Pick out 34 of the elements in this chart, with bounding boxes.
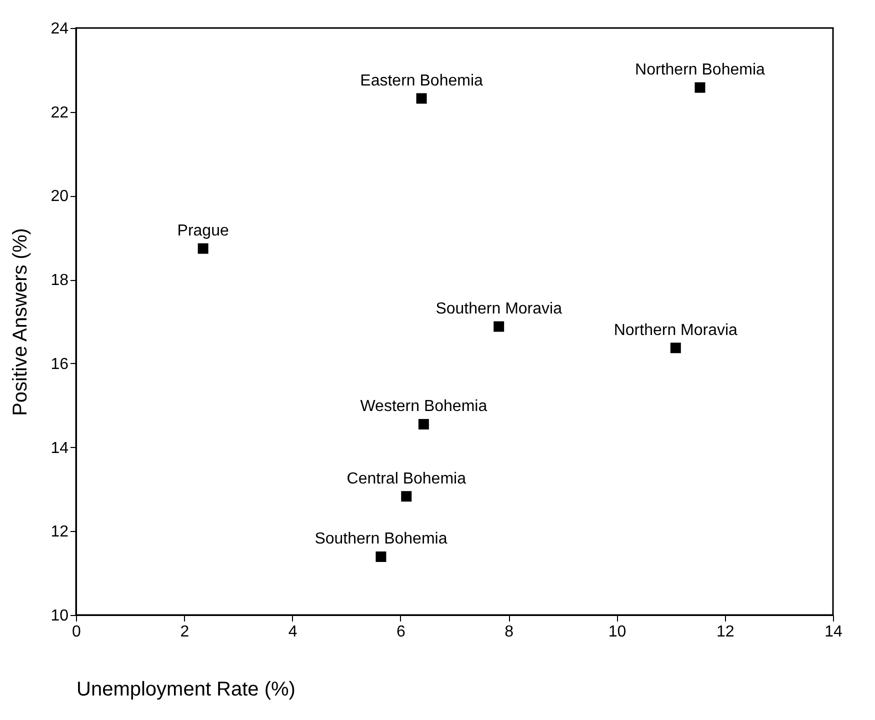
y-tick-label: 18: [50, 272, 69, 290]
series-label: Southern Moravia: [436, 300, 562, 318]
series-label: Northern Moravia: [614, 322, 738, 339]
point: [401, 491, 412, 502]
y-tick-label: 20: [50, 188, 69, 206]
y-tick-label: 22: [50, 104, 69, 122]
series-label: Southern Bohemia: [314, 530, 448, 548]
y-axis-title: Positive Answers (%): [10, 228, 32, 416]
point: [694, 82, 706, 93]
y-tick-label: 24: [50, 20, 69, 38]
y-tick-label: 10: [50, 608, 69, 624]
point: [376, 551, 386, 562]
x-tick-label: 12: [716, 624, 734, 640]
series-label: Northern Bohemia: [635, 62, 766, 79]
point: [494, 321, 504, 332]
series-label: Western Bohemia: [360, 398, 488, 416]
x-tick-label: 2: [180, 624, 190, 640]
y-tick-label: 12: [50, 524, 69, 541]
series-label: Eastern Bohemia: [360, 72, 483, 90]
series-label: Prague: [177, 222, 229, 240]
x-axis-title: Unemployment Rate (%): [76, 678, 296, 700]
x-tick-label: 4: [288, 624, 298, 640]
x-tick-label: 10: [608, 624, 626, 640]
y-tick-label: 14: [50, 440, 69, 457]
x-tick-label: 14: [824, 624, 842, 640]
x-tick-label: 6: [396, 624, 406, 640]
x-tick-label: 0: [72, 624, 82, 640]
point: [418, 418, 429, 430]
y-tick-label: 16: [50, 356, 69, 373]
point: [670, 342, 681, 354]
x-tick-label: 8: [504, 624, 514, 640]
point: [416, 93, 427, 104]
series-label: Central Bohemia: [346, 470, 466, 488]
point: [198, 243, 208, 254]
